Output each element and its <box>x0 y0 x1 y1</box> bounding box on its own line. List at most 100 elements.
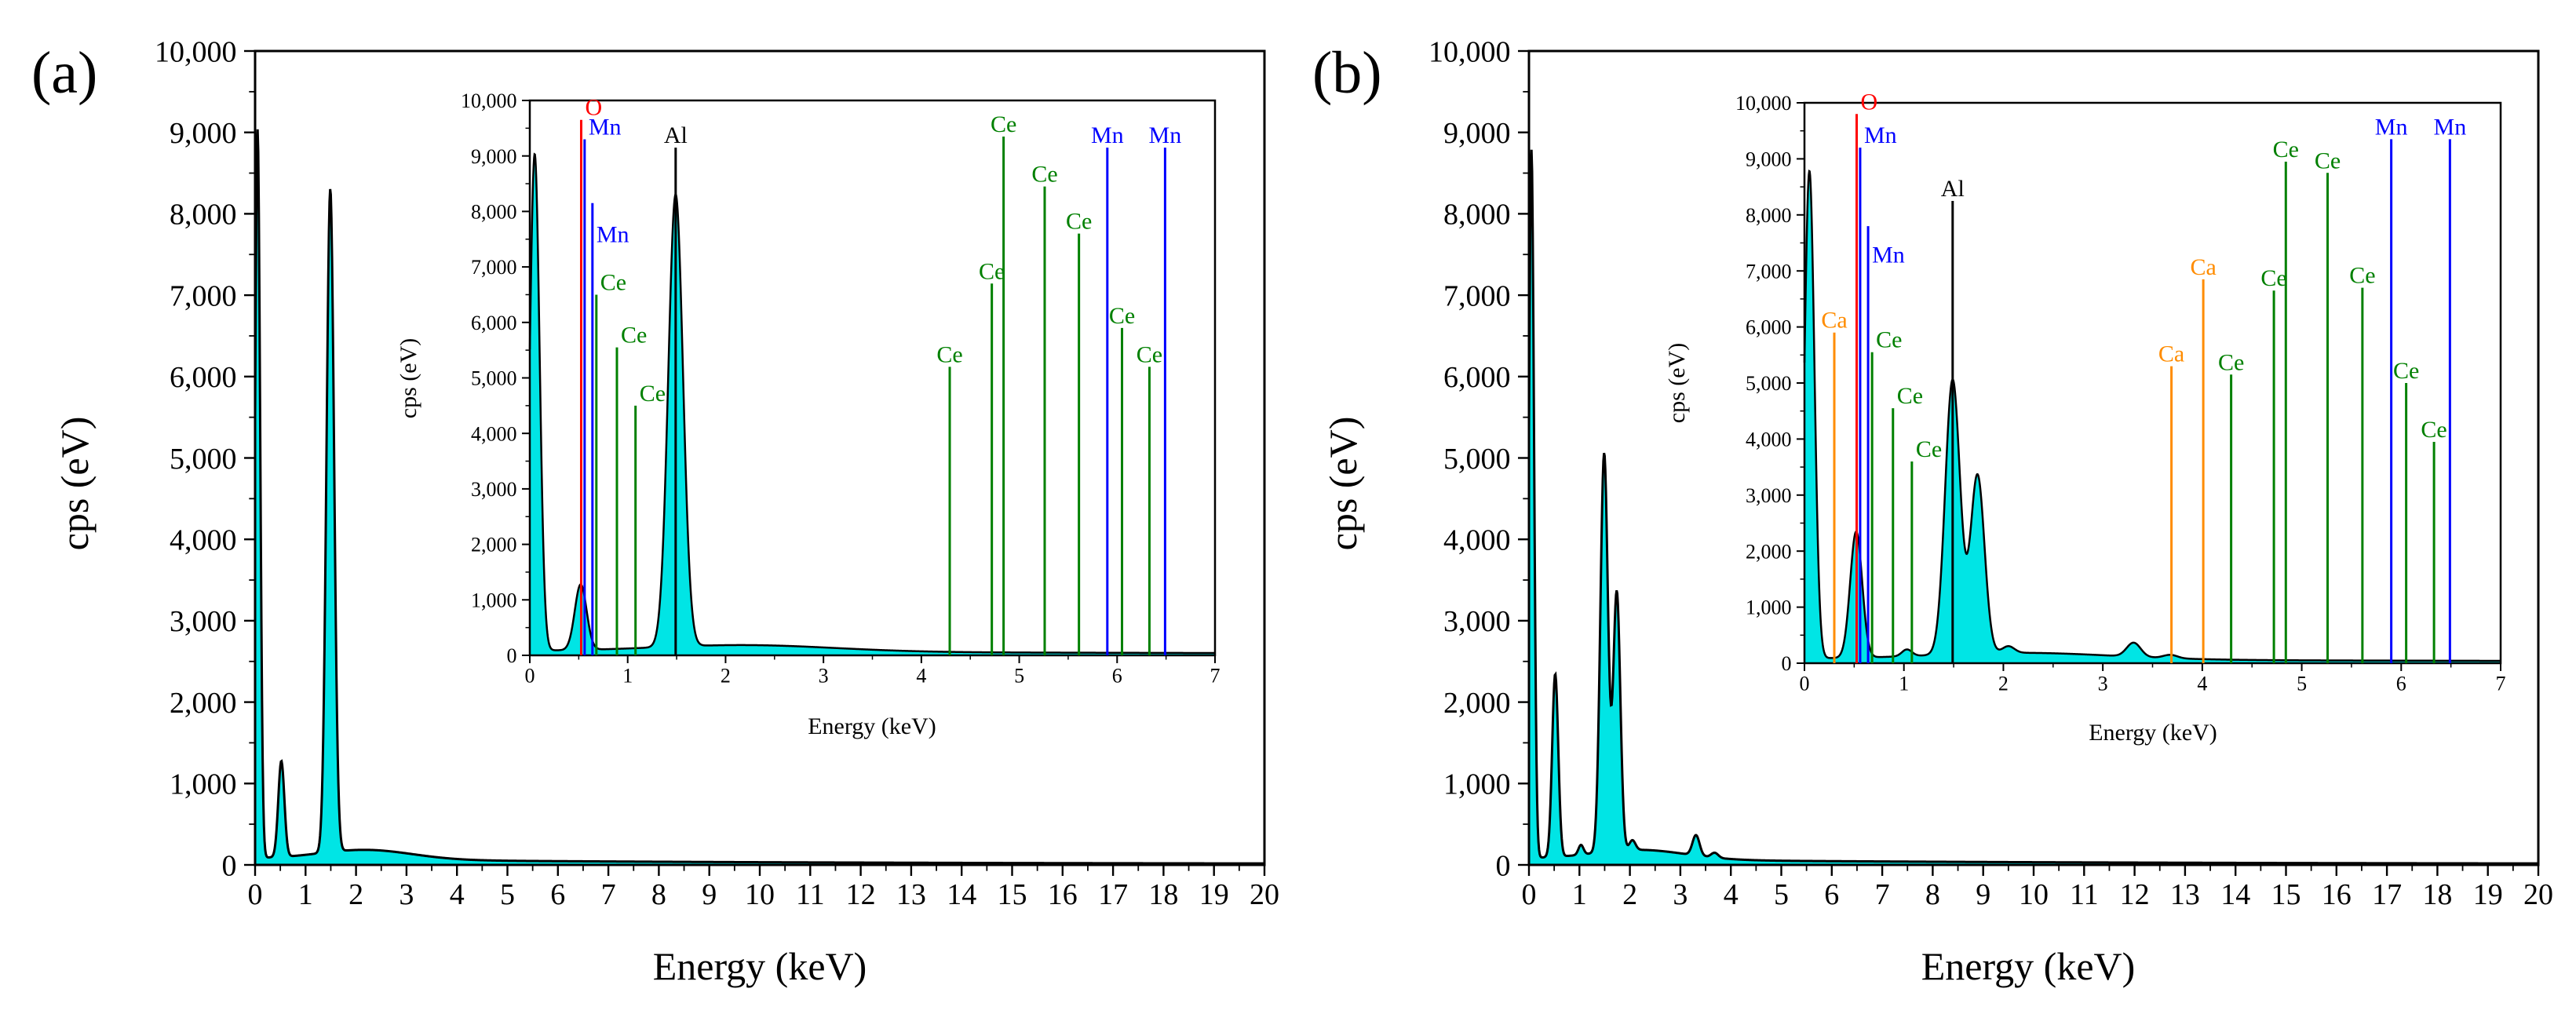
x-tick-label: 0 <box>1522 878 1537 911</box>
element-label-ce: Ce <box>1031 162 1057 188</box>
inset-x-tick-label: 1 <box>622 665 633 688</box>
inset-y-tick-label: 0 <box>507 644 517 667</box>
x-tick-label: 18 <box>1148 878 1178 911</box>
inset-y-tick-label: 5,000 <box>1746 372 1792 395</box>
inset-y-axis-label: cps (eV) <box>1664 343 1690 423</box>
x-tick-label: 6 <box>550 878 565 911</box>
x-tick-label: 0 <box>248 878 263 911</box>
inset-y-tick-label: 1,000 <box>1746 596 1792 619</box>
inset-spectrum-line <box>1803 169 2501 662</box>
y-axis-label: cps (eV) <box>53 417 97 551</box>
inset-y-tick-label: 4,000 <box>1746 429 1792 451</box>
inset-x-tick-label: 5 <box>2297 673 2307 695</box>
inset-y-tick-label: 10,000 <box>1735 92 1792 115</box>
x-tick-label: 19 <box>1199 878 1229 911</box>
element-label-ca: Ca <box>1821 308 1847 334</box>
x-tick-label: 12 <box>846 878 876 911</box>
element-label-ce: Ce <box>2393 358 2419 384</box>
x-tick-label: 11 <box>796 878 825 911</box>
inset-x-tick-label: 4 <box>2197 673 2207 695</box>
element-label-ce: Ce <box>1876 327 1902 353</box>
x-tick-label: 14 <box>947 878 976 911</box>
element-label-o: O <box>1861 89 1878 115</box>
y-tick-label: 7,000 <box>170 279 237 312</box>
y-axis-label: cps (eV) <box>1321 417 1365 551</box>
inset-y-tick-label: 2,000 <box>1746 540 1792 563</box>
x-tick-label: 7 <box>1875 878 1890 911</box>
inset-spectrum-line <box>528 152 1215 655</box>
y-tick-label: 6,000 <box>1443 361 1511 394</box>
x-tick-label: 1 <box>1572 878 1587 911</box>
spectrum-line <box>254 129 1264 865</box>
x-axis-label: Energy (keV) <box>1921 944 2136 988</box>
inset-x-tick-label: 0 <box>1800 673 1810 695</box>
x-tick-label: 3 <box>399 878 414 911</box>
y-tick-label: 10,000 <box>1428 35 1511 68</box>
element-label-mn: Mn <box>1872 242 1905 268</box>
x-tick-label: 11 <box>2070 878 2099 911</box>
y-tick-label: 8,000 <box>1443 199 1511 232</box>
inset-x-tick-label: 4 <box>916 665 926 688</box>
inset-background <box>530 100 1215 655</box>
x-tick-label: 9 <box>1976 878 1990 911</box>
x-tick-label: 20 <box>1250 878 1279 911</box>
panel-a: (a) cps (eV) Energy (keV) 0 1 2 3 4 5 6 7 8 9 10 11… <box>31 35 1279 988</box>
inset-y-tick-label: 6,000 <box>471 312 517 334</box>
element-label-ca: Ca <box>2190 254 2216 280</box>
inset-y-tick-label: 3,000 <box>471 478 517 501</box>
x-tick-label: 8 <box>1925 878 1940 911</box>
element-label-ce: Ce <box>1137 341 1162 367</box>
element-label-ce: Ce <box>991 111 1016 137</box>
element-label-ce: Ce <box>2421 417 2446 443</box>
y-tick-label: 8,000 <box>170 199 237 232</box>
inset-y-tick-label: 7,000 <box>1746 260 1792 283</box>
inset-y-tick-label: 10,000 <box>461 89 517 112</box>
panel-b: (b) cps (eV) Energy (keV) 0 1 2 3 4 5 6 7 8 9 10 11… <box>1312 35 2553 988</box>
element-label-mn: Mn <box>597 221 629 247</box>
x-tick-label: 10 <box>2019 878 2049 911</box>
y-tick-label: 9,000 <box>170 117 237 150</box>
inset-y-tick-label: 0 <box>1782 652 1792 675</box>
inset-plot: 0 1 2 3 4 5 6 7 0 1,000 2,000 3,000 4,000 5,000 6,000 7… <box>396 89 1220 739</box>
element-label-o: O <box>585 95 602 121</box>
inset-y-tick-label: 4,000 <box>471 422 517 445</box>
element-label-ce: Ce <box>979 258 1005 284</box>
x-tick-label: 5 <box>1774 878 1789 911</box>
panel-label: (a) <box>31 40 97 106</box>
y-tick-label: 3,000 <box>170 605 237 638</box>
element-label-ce: Ce <box>640 381 666 407</box>
element-label-ce: Ce <box>2315 148 2341 173</box>
element-label-mn: Mn <box>1091 122 1124 148</box>
element-label-ce: Ce <box>621 323 647 348</box>
y-tick-label: 7,000 <box>1443 279 1511 312</box>
inset-x-tick-label: 1 <box>1899 673 1909 695</box>
inset-x-tick-label: 7 <box>2496 673 2506 695</box>
element-label-mn: Mn <box>2375 114 2408 140</box>
inset-x-tick-label: 7 <box>1210 665 1220 688</box>
x-tick-label: 2 <box>1622 878 1637 911</box>
inset-x-axis-label: Energy (keV) <box>808 713 936 739</box>
y-tick-label: 0 <box>1496 849 1511 882</box>
x-tick-label: 12 <box>2120 878 2150 911</box>
inset-spectrum-area <box>1804 171 2501 663</box>
x-tick-label: 10 <box>745 878 775 911</box>
x-tick-label: 17 <box>2372 878 2402 911</box>
inset-x-tick-label: 2 <box>1998 673 2009 695</box>
x-tick-label: 4 <box>1724 878 1739 911</box>
y-tick-label: 10,000 <box>155 35 237 68</box>
inset-x-tick-label: 6 <box>2396 673 2406 695</box>
x-tick-label: 15 <box>2271 878 2301 911</box>
x-tick-label: 8 <box>651 878 666 911</box>
y-tick-label: 2,000 <box>170 687 237 720</box>
inset-background <box>1804 103 2501 663</box>
y-tick-label: 5,000 <box>170 443 237 476</box>
element-label-ce: Ce <box>1916 436 1942 462</box>
inset-y-tick-label: 3,000 <box>1746 484 1792 507</box>
y-tick-label: 1,000 <box>1443 768 1511 801</box>
main-plot: 0 1 2 3 4 5 6 7 8 9 10 11 12 13 14 15 16 17 18 19 2001,0002,… <box>1428 35 2553 911</box>
element-label-ce: Ce <box>2260 265 2286 291</box>
element-label-al: Al <box>664 122 688 148</box>
element-label-ca: Ca <box>2158 341 2184 367</box>
